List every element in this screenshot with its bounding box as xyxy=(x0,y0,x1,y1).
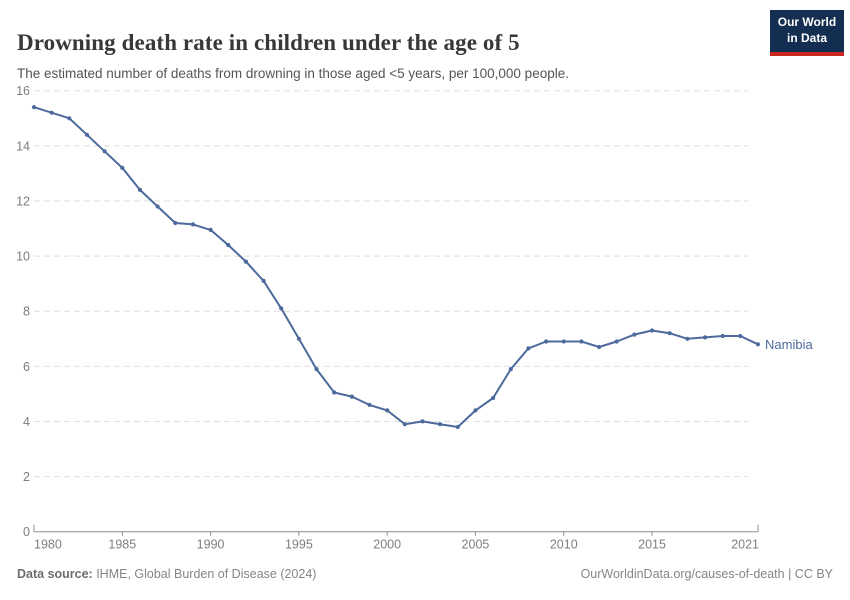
data-point-2003[interactable] xyxy=(438,422,443,427)
owid-logo-line2: in Data xyxy=(786,30,827,45)
chart-footer: Data source: IHME, Global Burden of Dise… xyxy=(0,567,850,581)
data-point-1983[interactable] xyxy=(84,132,90,137)
x-tick-label-2005: 2005 xyxy=(462,538,490,552)
data-point-2006[interactable] xyxy=(491,395,496,401)
data-point-1989[interactable] xyxy=(190,222,195,227)
data-point-1994[interactable] xyxy=(279,306,284,311)
page-title: Drowning death rate in children under th… xyxy=(17,30,520,56)
data-point-1995[interactable] xyxy=(296,336,301,341)
y-tick-label-12: 12 xyxy=(16,194,30,208)
y-tick-label-0: 0 xyxy=(23,525,30,539)
data-point-2009[interactable] xyxy=(544,339,549,344)
x-tick-label-1995: 1995 xyxy=(285,538,313,552)
x-tick-label-2015: 2015 xyxy=(638,538,666,552)
x-tick-label-2010: 2010 xyxy=(550,538,578,552)
data-point-2002[interactable] xyxy=(420,419,425,424)
data-point-2017[interactable] xyxy=(685,336,690,341)
data-source-note: Data source: IHME, Global Burden of Dise… xyxy=(17,567,316,581)
data-point-1981[interactable] xyxy=(49,110,54,115)
data-source-label: Data source: xyxy=(17,567,93,581)
data-point-2019[interactable] xyxy=(720,333,725,339)
data-point-1987[interactable] xyxy=(155,204,160,209)
data-point-1985[interactable] xyxy=(120,165,125,170)
data-point-1988[interactable] xyxy=(173,220,178,226)
data-point-1980[interactable] xyxy=(31,105,37,110)
y-tick-label-16: 16 xyxy=(16,84,30,98)
data-point-1993[interactable] xyxy=(261,278,266,283)
data-point-1984[interactable] xyxy=(102,149,107,154)
page-subtitle: The estimated number of deaths from drow… xyxy=(17,65,569,81)
series-end-label-namibia: Namibia xyxy=(765,337,813,352)
data-point-1982[interactable] xyxy=(67,116,72,121)
owid-logo[interactable]: Our World in Data xyxy=(770,10,844,56)
x-tick-label-2021: 2021 xyxy=(731,538,759,552)
data-point-2012[interactable] xyxy=(597,344,602,350)
data-point-2015[interactable] xyxy=(649,328,655,333)
data-point-2001[interactable] xyxy=(402,422,407,427)
data-point-2007[interactable] xyxy=(508,367,513,372)
data-point-2020[interactable] xyxy=(738,333,743,339)
data-point-2014[interactable] xyxy=(632,332,637,337)
x-tick-label-1985: 1985 xyxy=(108,538,136,552)
data-point-1986[interactable] xyxy=(137,187,143,192)
data-point-2005[interactable] xyxy=(473,408,478,413)
credit-link[interactable]: OurWorldinData.org/causes-of-death | CC … xyxy=(580,567,833,581)
data-point-2008[interactable] xyxy=(526,346,531,351)
owid-logo-line1: Our World xyxy=(777,15,837,29)
data-point-2004[interactable] xyxy=(455,424,460,430)
data-point-2000[interactable] xyxy=(385,408,390,413)
data-point-2016[interactable] xyxy=(667,331,672,336)
data-point-2021[interactable] xyxy=(755,342,761,347)
x-tick-label-2000: 2000 xyxy=(373,538,401,552)
y-tick-label-2: 2 xyxy=(23,470,30,484)
series-line-namibia xyxy=(33,106,759,428)
data-point-1998[interactable] xyxy=(349,394,354,399)
data-point-1990[interactable] xyxy=(208,227,213,232)
data-point-2018[interactable] xyxy=(702,335,708,340)
data-point-1997[interactable] xyxy=(332,390,337,395)
data-point-1996[interactable] xyxy=(314,367,319,372)
y-tick-label-14: 14 xyxy=(16,139,30,153)
data-point-2011[interactable] xyxy=(579,339,584,344)
data-point-2013[interactable] xyxy=(614,339,619,344)
x-tick-label-1990: 1990 xyxy=(197,538,225,552)
data-point-1992[interactable] xyxy=(243,259,248,264)
data-point-1999[interactable] xyxy=(367,402,372,407)
y-tick-label-6: 6 xyxy=(23,360,30,374)
x-tick-label-1980: 1980 xyxy=(34,538,62,552)
data-source-text: IHME, Global Burden of Disease (2024) xyxy=(92,567,317,581)
data-point-1991[interactable] xyxy=(226,242,231,248)
data-point-2010[interactable] xyxy=(561,339,566,344)
y-tick-label-4: 4 xyxy=(23,415,30,429)
y-tick-label-8: 8 xyxy=(23,305,30,319)
y-tick-label-10: 10 xyxy=(16,250,30,264)
